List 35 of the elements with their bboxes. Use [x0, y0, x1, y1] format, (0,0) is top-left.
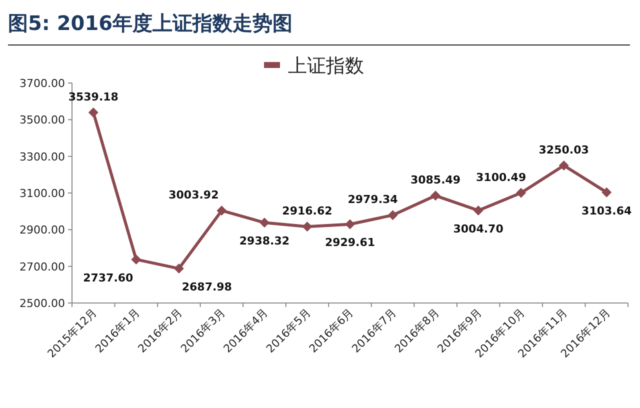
text: 3103.64: [582, 204, 632, 218]
text: 2929.61: [324, 236, 376, 250]
legend-label: 上证指数: [288, 55, 364, 77]
point: [430, 190, 441, 201]
point: [174, 264, 184, 274]
y-tick-label: 3300.00: [20, 150, 65, 164]
y-tick-label: 2700.00: [20, 260, 65, 274]
text: 2916.62: [282, 204, 332, 218]
point: [602, 187, 612, 198]
chart-title: 图5: 2016年度上证指数走势图: [8, 11, 293, 35]
y-tick-label: 3500.00: [20, 114, 65, 127]
point: [131, 254, 142, 264]
point: [88, 107, 98, 118]
point: [345, 219, 355, 230]
text: 2687.98: [182, 280, 232, 294]
text: 3004.70: [453, 222, 504, 236]
point: [388, 210, 398, 220]
y-tick-label: 3700.00: [20, 77, 65, 90]
point: [259, 218, 270, 228]
point: [516, 188, 526, 198]
text: 2938.32: [239, 234, 290, 248]
text: 2737.60: [83, 271, 134, 284]
text: 3539.18: [68, 90, 118, 104]
text: 3100.49: [476, 170, 526, 184]
point: [558, 160, 569, 170]
text: 2979.34: [348, 193, 398, 206]
y-tick-label: 2900.00: [20, 224, 65, 237]
y-tick-label: 2500.00: [20, 297, 65, 310]
point: [216, 206, 227, 216]
text: 3085.49: [410, 174, 461, 187]
point: [473, 205, 484, 216]
y-tick-label: 3100.00: [20, 187, 65, 200]
text: 3250.03: [538, 143, 589, 156]
point: [302, 222, 312, 232]
text: 3003.92: [168, 188, 219, 202]
